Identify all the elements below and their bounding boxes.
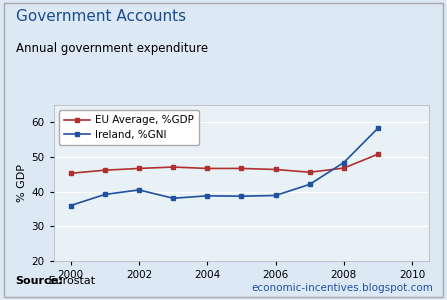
EU Average, %GDP: [68, 172, 73, 175]
Ireland, %GNI: [136, 188, 142, 192]
EU Average, %GDP: [273, 168, 278, 171]
Line: Ireland, %GNI: Ireland, %GNI: [68, 126, 380, 208]
EU Average, %GDP: [205, 167, 210, 170]
Text: Government Accounts: Government Accounts: [16, 9, 186, 24]
Line: EU Average, %GDP: EU Average, %GDP: [68, 152, 380, 176]
Text: economic-incentives.blogspot.com: economic-incentives.blogspot.com: [252, 284, 434, 293]
Text: Eurostat: Eurostat: [45, 277, 95, 286]
EU Average, %GDP: [170, 165, 176, 169]
EU Average, %GDP: [341, 166, 346, 170]
EU Average, %GDP: [375, 152, 380, 156]
Ireland, %GNI: [307, 183, 312, 186]
Y-axis label: % GDP: % GDP: [17, 164, 27, 202]
Ireland, %GNI: [341, 161, 346, 164]
Ireland, %GNI: [170, 196, 176, 200]
EU Average, %GDP: [136, 167, 142, 170]
Ireland, %GNI: [273, 194, 278, 197]
EU Average, %GDP: [307, 170, 312, 174]
Text: Source:: Source:: [16, 277, 63, 286]
EU Average, %GDP: [239, 167, 244, 170]
Legend: EU Average, %GDP, Ireland, %GNI: EU Average, %GDP, Ireland, %GNI: [59, 110, 199, 145]
Ireland, %GNI: [68, 204, 73, 207]
EU Average, %GDP: [102, 168, 108, 172]
Ireland, %GNI: [102, 193, 108, 196]
Ireland, %GNI: [375, 126, 380, 130]
Text: Annual government expenditure: Annual government expenditure: [16, 42, 208, 55]
Ireland, %GNI: [205, 194, 210, 198]
Ireland, %GNI: [239, 194, 244, 198]
